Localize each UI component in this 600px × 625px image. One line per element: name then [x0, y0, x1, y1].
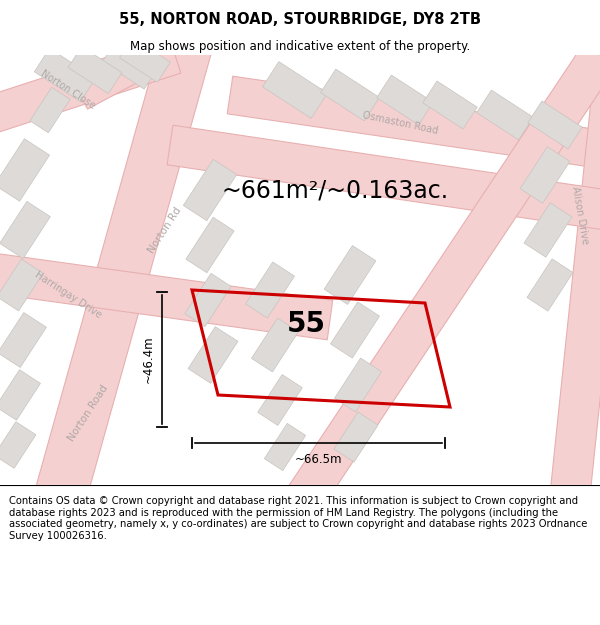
- Polygon shape: [251, 318, 299, 372]
- Polygon shape: [227, 76, 600, 174]
- Polygon shape: [528, 101, 582, 149]
- Polygon shape: [524, 202, 572, 258]
- Polygon shape: [520, 147, 570, 203]
- Text: Map shows position and indicative extent of the property.: Map shows position and indicative extent…: [130, 39, 470, 52]
- Text: ~46.4m: ~46.4m: [142, 336, 155, 383]
- Polygon shape: [34, 48, 95, 102]
- Polygon shape: [185, 273, 231, 327]
- Polygon shape: [0, 422, 36, 468]
- Text: Harringay Drive: Harringay Drive: [33, 270, 103, 320]
- Polygon shape: [167, 125, 600, 235]
- Polygon shape: [0, 370, 40, 420]
- Polygon shape: [331, 302, 380, 358]
- Polygon shape: [183, 159, 237, 221]
- Text: Norton Close: Norton Close: [39, 69, 97, 111]
- Text: Alison Drive: Alison Drive: [570, 185, 590, 245]
- Text: Norton Road: Norton Road: [66, 383, 110, 443]
- Polygon shape: [186, 217, 234, 272]
- Polygon shape: [377, 75, 433, 125]
- Polygon shape: [0, 139, 50, 201]
- Polygon shape: [334, 412, 378, 462]
- Polygon shape: [73, 41, 163, 109]
- Polygon shape: [324, 246, 376, 304]
- Polygon shape: [0, 201, 50, 259]
- Polygon shape: [0, 259, 43, 311]
- Polygon shape: [320, 69, 379, 121]
- Polygon shape: [0, 37, 181, 133]
- Polygon shape: [119, 38, 170, 82]
- Polygon shape: [0, 312, 46, 368]
- Polygon shape: [550, 13, 600, 497]
- Polygon shape: [0, 250, 333, 340]
- Polygon shape: [283, 44, 600, 516]
- Text: Osmaston Road: Osmaston Road: [361, 110, 439, 136]
- Text: ~66.5m: ~66.5m: [295, 453, 342, 466]
- Text: Contains OS data © Crown copyright and database right 2021. This information is : Contains OS data © Crown copyright and d…: [9, 496, 587, 541]
- Text: 55: 55: [287, 310, 326, 338]
- Polygon shape: [263, 62, 328, 118]
- Polygon shape: [30, 88, 70, 132]
- Polygon shape: [334, 358, 382, 412]
- Text: ~661m²/~0.163ac.: ~661m²/~0.163ac.: [221, 178, 449, 202]
- Polygon shape: [257, 374, 302, 426]
- Polygon shape: [527, 259, 573, 311]
- Polygon shape: [30, 8, 220, 522]
- Polygon shape: [102, 41, 158, 89]
- Text: 55, NORTON ROAD, STOURBRIDGE, DY8 2TB: 55, NORTON ROAD, STOURBRIDGE, DY8 2TB: [119, 12, 481, 27]
- Polygon shape: [423, 81, 477, 129]
- Polygon shape: [245, 262, 295, 318]
- Polygon shape: [476, 90, 533, 140]
- Polygon shape: [188, 327, 238, 383]
- Text: Norton Rd: Norton Rd: [146, 205, 184, 255]
- Polygon shape: [265, 423, 305, 471]
- Polygon shape: [68, 46, 122, 94]
